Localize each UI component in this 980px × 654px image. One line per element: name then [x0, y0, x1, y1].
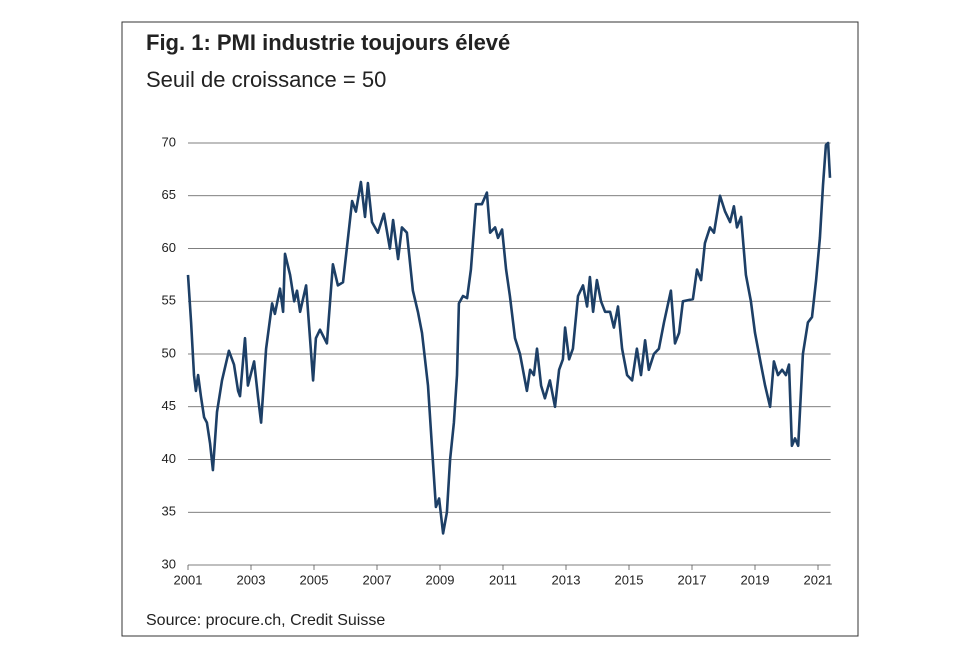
x-tick-label: 2019: [741, 572, 770, 587]
x-tick-label: 2007: [363, 572, 392, 587]
y-tick-label: 50: [162, 345, 176, 360]
x-tick-label: 2009: [426, 572, 455, 587]
y-tick-label: 55: [162, 293, 176, 308]
chart-subtitle: Seuil de croissance = 50: [146, 67, 386, 92]
y-tick-label: 65: [162, 187, 176, 202]
chart-title: Fig. 1: PMI industrie toujours élevé: [146, 30, 510, 55]
y-tick-label: 60: [162, 240, 176, 255]
source: Source: procure.ch, Credit Suisse: [146, 612, 385, 629]
y-tick-label: 45: [162, 398, 176, 413]
x-tick-label: 2017: [678, 572, 707, 587]
x-tick-label: 2001: [174, 572, 203, 587]
x-tick-label: 2005: [300, 572, 329, 587]
y-tick-label: 30: [162, 556, 176, 571]
y-tick-label: 70: [162, 134, 176, 149]
series-line: [186, 141, 832, 535]
y-tick-label: 40: [162, 451, 176, 466]
frame: [121, 21, 859, 637]
x-tick-label: 2003: [237, 572, 266, 587]
y-tick-label: 35: [162, 504, 176, 519]
x-tick-label: 2015: [615, 572, 644, 587]
x-tick-label: 2011: [489, 572, 517, 587]
x-tick-label: 2013: [552, 572, 581, 587]
x-tick-label: 2021: [804, 572, 833, 587]
